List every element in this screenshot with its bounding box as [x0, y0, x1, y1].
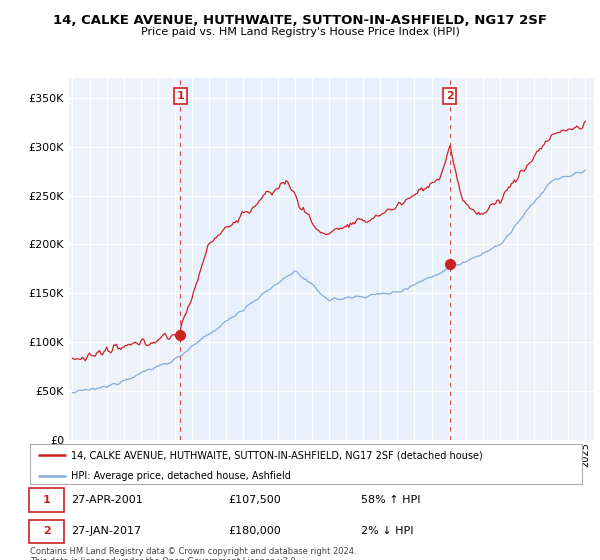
- Text: 2: 2: [446, 91, 454, 101]
- Text: 27-JAN-2017: 27-JAN-2017: [71, 526, 142, 536]
- Bar: [181, 78, 450, 440]
- Text: 14, CALKE AVENUE, HUTHWAITE, SUTTON-IN-ASHFIELD, NG17 2SF (detached house): 14, CALKE AVENUE, HUTHWAITE, SUTTON-IN-A…: [71, 450, 483, 460]
- Text: Price paid vs. HM Land Registry's House Price Index (HPI): Price paid vs. HM Land Registry's House …: [140, 27, 460, 37]
- Text: £180,000: £180,000: [229, 526, 281, 536]
- FancyBboxPatch shape: [29, 488, 64, 512]
- FancyBboxPatch shape: [29, 520, 64, 543]
- Text: 1: 1: [43, 495, 50, 505]
- Text: £107,500: £107,500: [229, 495, 281, 505]
- Text: 2: 2: [43, 526, 50, 536]
- Text: 27-APR-2001: 27-APR-2001: [71, 495, 143, 505]
- Text: 1: 1: [176, 91, 184, 101]
- Text: 58% ↑ HPI: 58% ↑ HPI: [361, 495, 421, 505]
- Text: 2% ↓ HPI: 2% ↓ HPI: [361, 526, 414, 536]
- Text: Contains HM Land Registry data © Crown copyright and database right 2024.
This d: Contains HM Land Registry data © Crown c…: [30, 547, 356, 560]
- Text: HPI: Average price, detached house, Ashfield: HPI: Average price, detached house, Ashf…: [71, 470, 291, 480]
- Text: 14, CALKE AVENUE, HUTHWAITE, SUTTON-IN-ASHFIELD, NG17 2SF: 14, CALKE AVENUE, HUTHWAITE, SUTTON-IN-A…: [53, 14, 547, 27]
